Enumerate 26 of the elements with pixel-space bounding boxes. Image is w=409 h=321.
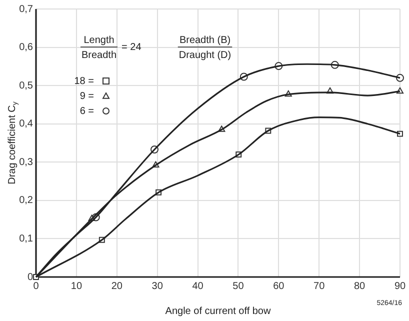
x-tick-label: 50 bbox=[232, 280, 244, 292]
legend-label: 6 = bbox=[80, 106, 94, 117]
annotation: = 24 bbox=[122, 42, 142, 53]
y-tick-label: 0,1 bbox=[19, 233, 34, 244]
x-tick-label: 60 bbox=[273, 280, 285, 292]
annotation: Length bbox=[84, 34, 114, 46]
x-tick-label: 20 bbox=[111, 280, 123, 292]
y-tick-label: 0,5 bbox=[19, 80, 34, 92]
y-tick-label: 0,7 bbox=[19, 4, 34, 15]
annotation: Draught (D) bbox=[178, 50, 232, 61]
legend-label: 18 = bbox=[74, 76, 94, 87]
x-tick-label: 70 bbox=[314, 280, 326, 292]
x-axis-title: Angle of current off bow bbox=[165, 306, 272, 317]
y-tick-label: 0,2 bbox=[19, 195, 34, 206]
x-tick-label: 40 bbox=[192, 280, 204, 292]
x-tick-label: 10 bbox=[70, 280, 82, 292]
y-tick-label: 0 bbox=[27, 272, 34, 283]
y-tick-label: 0,6 bbox=[19, 42, 34, 54]
legend-label: 9 = bbox=[80, 90, 94, 102]
x-tick-label: 80 bbox=[354, 280, 366, 292]
annotation: Breadth (B) bbox=[179, 34, 231, 46]
x-tick-label: 90 bbox=[394, 280, 406, 292]
y-tick-label: 0,3 bbox=[19, 156, 34, 168]
annotation: Breadth bbox=[81, 50, 117, 61]
x-tick-label: 30 bbox=[152, 280, 164, 292]
y-tick-label: 0,4 bbox=[19, 118, 34, 130]
